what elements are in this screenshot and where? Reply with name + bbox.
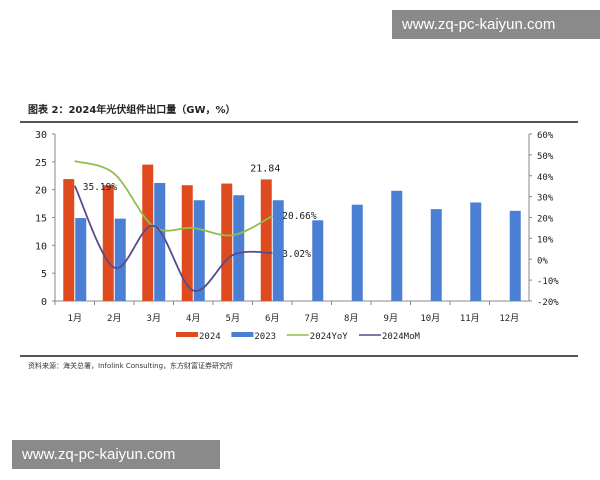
label-mom-jun: 3.02% [282, 249, 311, 260]
legend-label-2024YoY: 2024YoY [310, 332, 349, 342]
bar-2023-5月 [233, 195, 245, 301]
left-tick-label: 30 [35, 130, 47, 141]
left-tick-label: 10 [35, 241, 47, 252]
right-tick-label: 60% [537, 131, 554, 141]
label-mom-jan: 35.19% [83, 182, 118, 193]
bar-2024-2月 [102, 185, 114, 301]
bar-2023-12月 [509, 210, 521, 301]
left-tick-label: 5 [41, 269, 47, 280]
line-2024MoM [73, 185, 273, 292]
right-tick-label: 20% [537, 215, 554, 225]
right-tick-label: 10% [537, 235, 554, 245]
left-tick-label: 0 [41, 297, 47, 308]
x-tick-label: 4月 [186, 313, 200, 324]
bar-2023-11月 [470, 202, 482, 301]
bar-2023-8月 [351, 204, 363, 301]
right-tick-label: 50% [537, 152, 554, 162]
x-tick-label: 6月 [265, 313, 279, 324]
left-tick-label: 15 [35, 214, 47, 225]
x-tick-label: 12月 [499, 313, 519, 324]
x-tick-label: 5月 [226, 313, 240, 324]
bar-2023-9月 [391, 190, 403, 301]
watermark-top: www.zq-pc-kaiyun.com [392, 10, 600, 39]
legend-label-2024MoM: 2024MoM [382, 332, 421, 342]
bar-2024-6月 [260, 179, 272, 301]
x-tick-label: 2月 [107, 313, 121, 324]
legend-label-2024: 2024 [199, 332, 221, 342]
x-tick-label: 1月 [68, 313, 82, 324]
right-tick-label: 30% [537, 194, 554, 204]
right-tick-label: -10% [537, 277, 559, 287]
left-tick-label: 25 [35, 158, 47, 169]
x-tick-label: 10月 [420, 313, 440, 324]
bar-2023-4月 [193, 200, 205, 301]
bar-2024-1月 [63, 179, 75, 301]
right-tick-label: -20% [537, 298, 559, 308]
x-tick-label: 8月 [344, 313, 358, 324]
x-tick-label: 11月 [460, 313, 480, 324]
right-tick-label: 0% [537, 256, 548, 266]
bar-2024-5月 [221, 183, 233, 301]
legend-swatch-2024 [176, 332, 198, 337]
bar-2023-10月 [430, 209, 442, 301]
legend-label-2023: 2023 [254, 332, 276, 342]
bar-2023-7月 [312, 220, 324, 301]
bar-2024-4月 [181, 185, 193, 301]
x-tick-label: 7月 [305, 313, 319, 324]
watermark-bottom: www.zq-pc-kaiyun.com [12, 440, 220, 469]
source-divider [20, 355, 578, 357]
x-tick-label: 9月 [384, 313, 398, 324]
bar-2023-1月 [75, 218, 87, 301]
x-tick-label: 3月 [147, 313, 161, 324]
label-2024-jun: 21.84 [250, 163, 280, 174]
legend-swatch-2023 [231, 332, 254, 337]
bar-2024-3月 [142, 164, 154, 301]
bar-2023-2月 [114, 218, 126, 301]
title-divider [20, 121, 578, 123]
left-tick-label: 20 [35, 186, 47, 197]
label-yoy-jun: 20.66% [282, 211, 317, 222]
bar-2023-6月 [272, 200, 284, 301]
line-2024YoY [74, 160, 273, 237]
chart-title: 图表 2：2024年光伏组件出口量（GW，%） [28, 105, 236, 116]
source-note: 资料来源：海关总署，Infolink Consulting，东方财富证券研究所 [28, 362, 234, 370]
bar-2023-3月 [154, 182, 166, 301]
right-tick-label: 40% [537, 173, 554, 183]
